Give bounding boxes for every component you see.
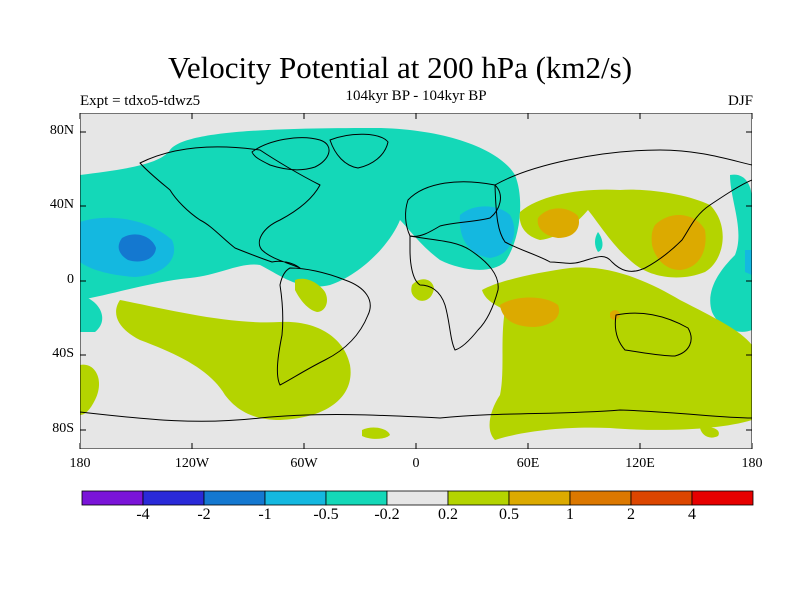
negative-regions bbox=[80, 128, 752, 332]
lat-label-40n: 40N bbox=[49, 197, 74, 212]
lat-label-80n: 80N bbox=[49, 123, 74, 138]
lon-label-60w: 60W bbox=[290, 456, 318, 471]
lon-label-180w: 180 bbox=[69, 456, 91, 471]
contour-field bbox=[80, 113, 752, 449]
colorbar-label: -2 bbox=[197, 506, 211, 523]
colorbar bbox=[81, 490, 754, 506]
colorbar-swatch bbox=[386, 490, 449, 506]
colorbar-swatch bbox=[569, 490, 632, 506]
lat-label-80s: 80S bbox=[52, 421, 74, 436]
colorbar-swatch bbox=[691, 490, 754, 506]
colorbar-swatch bbox=[325, 490, 388, 506]
experiment-label: Expt = tdxo5-tdwz5 bbox=[80, 93, 201, 109]
coastlines bbox=[80, 133, 752, 422]
lat-label-0: 0 bbox=[67, 272, 74, 287]
colorbar-label: -0.5 bbox=[313, 506, 339, 523]
colorbar-label: 2 bbox=[627, 506, 635, 523]
lon-ticks bbox=[79, 113, 753, 449]
map-subtitle: 104kyr BP - 104kyr BP bbox=[345, 88, 487, 104]
colorbar-swatch bbox=[203, 490, 266, 506]
colorbar-swatch bbox=[447, 490, 510, 506]
lat-label-40s: 40S bbox=[52, 346, 74, 361]
map-title: Velocity Potential at 200 hPa (km2/s) bbox=[167, 50, 633, 85]
colorbar-label: 0.2 bbox=[438, 506, 458, 523]
lon-label-120e: 120E bbox=[625, 456, 655, 471]
colorbar-label: 4 bbox=[688, 506, 696, 523]
colorbar-label: -1 bbox=[258, 506, 272, 523]
lon-label-180e: 180 bbox=[741, 456, 763, 471]
negative-core bbox=[118, 234, 156, 262]
colorbar-label: -0.2 bbox=[374, 506, 400, 523]
positive-cores bbox=[500, 208, 706, 327]
colorbar-swatch bbox=[142, 490, 205, 506]
colorbar-swatch bbox=[264, 490, 327, 506]
lon-label-60e: 60E bbox=[516, 456, 540, 471]
season-label: DJF bbox=[727, 93, 753, 109]
colorbar-label: 0.5 bbox=[499, 506, 519, 523]
lon-label-0: 0 bbox=[412, 456, 420, 471]
colorbar-label: 1 bbox=[566, 506, 574, 523]
lon-label-120w: 120W bbox=[174, 456, 210, 471]
colorbar-swatch bbox=[508, 490, 571, 506]
lat-ticks bbox=[80, 131, 752, 431]
colorbar-swatch bbox=[81, 490, 144, 506]
colorbar-label: -4 bbox=[136, 506, 150, 523]
colorbar-swatch bbox=[630, 490, 693, 506]
